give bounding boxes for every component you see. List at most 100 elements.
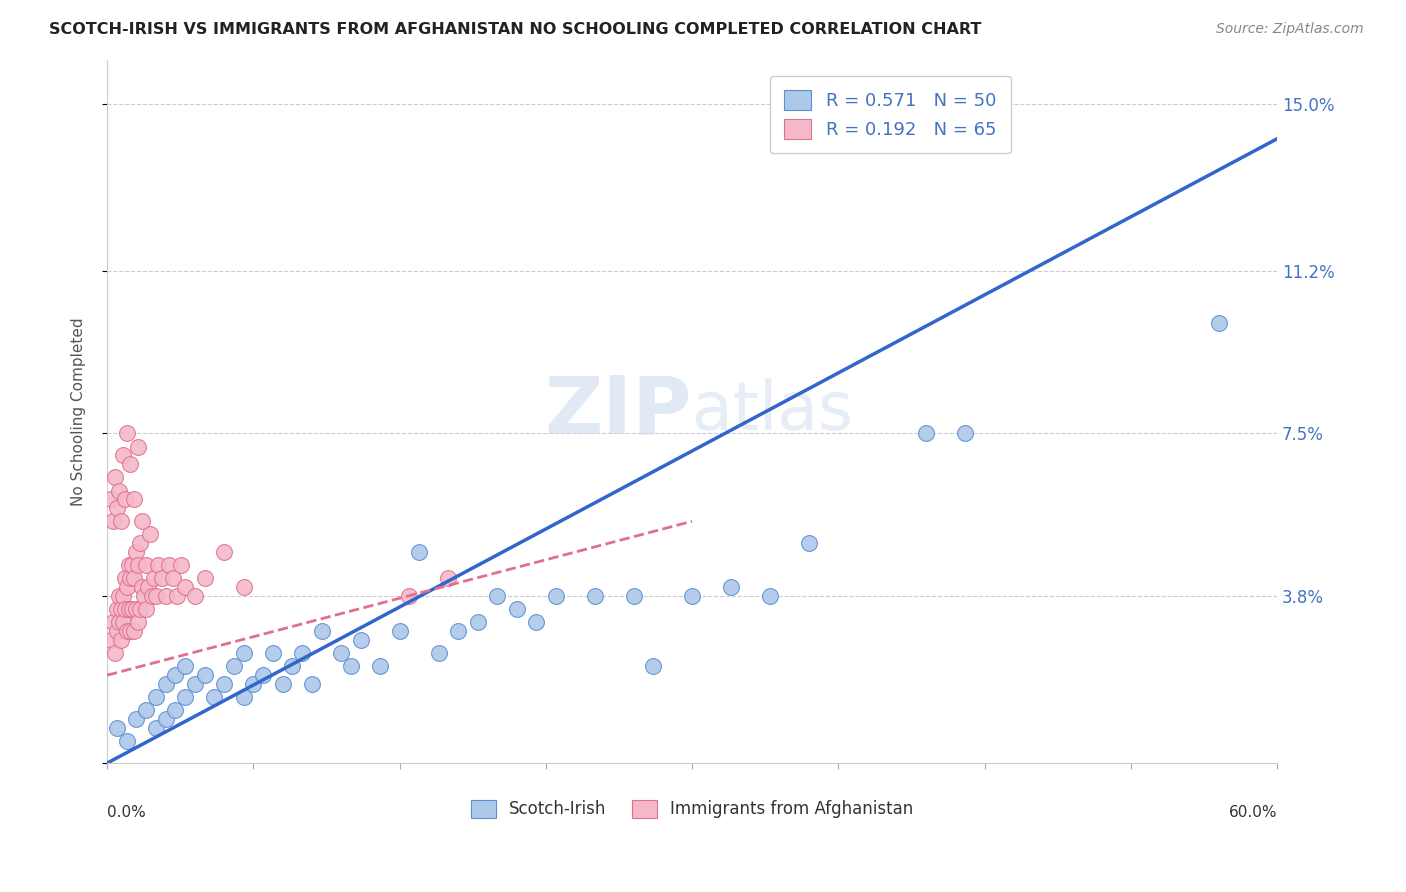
Text: 0.0%: 0.0%	[107, 805, 146, 821]
Y-axis label: No Schooling Completed: No Schooling Completed	[72, 317, 86, 506]
Point	[145, 721, 167, 735]
Point	[135, 602, 157, 616]
Point	[262, 646, 284, 660]
Point	[408, 545, 430, 559]
Text: 60.0%: 60.0%	[1229, 805, 1277, 821]
Point	[125, 545, 148, 559]
Point	[165, 703, 187, 717]
Point	[681, 589, 703, 603]
Point	[212, 545, 235, 559]
Legend: Scotch-Irish, Immigrants from Afghanistan: Scotch-Irish, Immigrants from Afghanista…	[464, 793, 920, 825]
Point	[242, 677, 264, 691]
Point	[388, 624, 411, 639]
Point	[131, 514, 153, 528]
Point	[271, 677, 294, 691]
Point	[759, 589, 782, 603]
Point	[1208, 317, 1230, 331]
Point	[115, 580, 138, 594]
Point	[111, 448, 134, 462]
Point	[125, 602, 148, 616]
Point	[107, 615, 129, 630]
Point	[915, 426, 938, 441]
Point	[117, 602, 139, 616]
Point	[129, 602, 152, 616]
Point	[105, 624, 128, 639]
Point	[127, 615, 149, 630]
Point	[139, 527, 162, 541]
Point	[174, 580, 197, 594]
Point	[125, 712, 148, 726]
Point	[301, 677, 323, 691]
Point	[104, 646, 127, 660]
Point	[202, 690, 225, 705]
Point	[104, 470, 127, 484]
Point	[281, 659, 304, 673]
Point	[524, 615, 547, 630]
Text: Source: ZipAtlas.com: Source: ZipAtlas.com	[1216, 22, 1364, 37]
Point	[252, 668, 274, 682]
Point	[127, 558, 149, 573]
Point	[232, 690, 254, 705]
Point	[114, 492, 136, 507]
Point	[105, 602, 128, 616]
Point	[222, 659, 245, 673]
Point	[720, 580, 742, 594]
Point	[117, 558, 139, 573]
Point	[107, 483, 129, 498]
Point	[349, 633, 371, 648]
Point	[105, 721, 128, 735]
Point	[398, 589, 420, 603]
Text: atlas: atlas	[692, 378, 853, 444]
Point	[111, 615, 134, 630]
Point	[134, 589, 156, 603]
Point	[155, 589, 177, 603]
Point	[291, 646, 314, 660]
Point	[146, 558, 169, 573]
Point	[232, 580, 254, 594]
Point	[159, 558, 181, 573]
Point	[623, 589, 645, 603]
Point	[797, 536, 820, 550]
Point	[120, 457, 142, 471]
Point	[427, 646, 450, 660]
Point	[114, 571, 136, 585]
Point	[155, 677, 177, 691]
Point	[127, 440, 149, 454]
Point	[174, 690, 197, 705]
Point	[170, 558, 193, 573]
Point	[131, 580, 153, 594]
Point	[124, 624, 146, 639]
Point	[368, 659, 391, 673]
Point	[115, 426, 138, 441]
Point	[105, 501, 128, 516]
Point	[184, 589, 207, 603]
Point	[124, 492, 146, 507]
Point	[194, 571, 217, 585]
Point	[101, 615, 124, 630]
Point	[166, 589, 188, 603]
Text: SCOTCH-IRISH VS IMMIGRANTS FROM AFGHANISTAN NO SCHOOLING COMPLETED CORRELATION C: SCOTCH-IRISH VS IMMIGRANTS FROM AFGHANIS…	[49, 22, 981, 37]
Point	[953, 426, 976, 441]
Point	[165, 668, 187, 682]
Point	[311, 624, 333, 639]
Point	[124, 571, 146, 585]
Point	[120, 624, 142, 639]
Point	[155, 712, 177, 726]
Point	[115, 624, 138, 639]
Point	[583, 589, 606, 603]
Point	[145, 589, 167, 603]
Point	[184, 677, 207, 691]
Point	[141, 589, 163, 603]
Point	[100, 492, 122, 507]
Point	[129, 536, 152, 550]
Point	[150, 571, 173, 585]
Point	[135, 703, 157, 717]
Point	[142, 571, 165, 585]
Point	[136, 580, 159, 594]
Point	[212, 677, 235, 691]
Point	[437, 571, 460, 585]
Point	[162, 571, 184, 585]
Point	[121, 558, 143, 573]
Point	[100, 633, 122, 648]
Point	[505, 602, 527, 616]
